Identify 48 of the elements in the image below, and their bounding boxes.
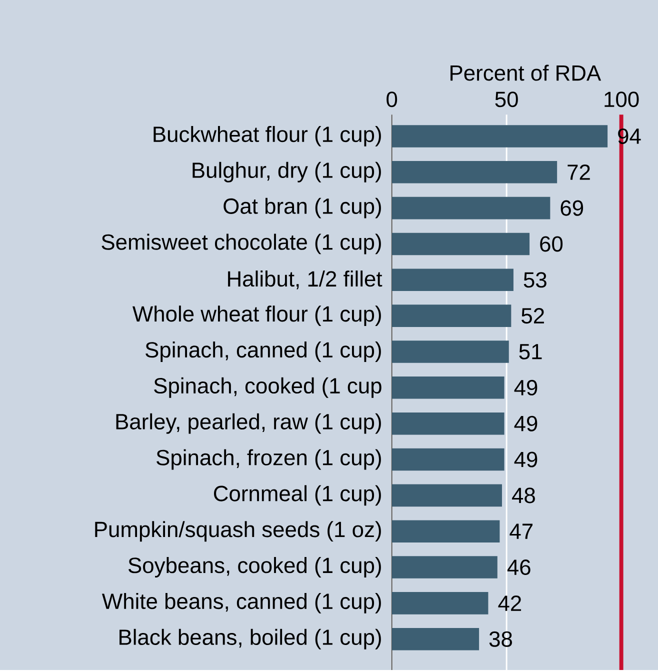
y-tick-label: Semisweet chocolate (1 cup) [102,234,381,254]
data-label: 60 [540,236,563,252]
y-tick-label: Bulghur, dry (1 cup) [192,162,381,182]
bar [392,376,504,399]
data-label: 69 [560,200,584,216]
data-label: 52 [522,308,544,324]
x-tick-label: 0 [386,92,398,108]
bar [392,520,500,542]
bar [392,196,550,220]
y-tick-label: Buckwheat flour (1 cup) [154,126,381,146]
y-tick-label: Cornmeal (1 cup) [214,485,381,506]
bar [392,628,480,650]
data-label: 42 [498,596,522,611]
y-tick-label: Spinach, frozen (1 cup) [156,449,381,470]
y-tick-label: Soybeans, cooked (1 cup) [128,557,381,578]
y-tick-label: Halibut, 1/2 fillet [228,270,382,290]
y-tick-label: Spinach, cooked (1 cup [154,377,382,398]
data-label: 46 [507,560,530,576]
y-tick-label: White beans, canned (1 cup) [102,592,381,614]
data-label: 51 [519,344,542,360]
data-label: 53 [524,272,546,288]
y-tick-label: Oat bran (1 cup) [224,198,381,218]
data-label: 47 [510,524,532,539]
bar [392,412,504,435]
bar [392,484,502,507]
data-label: 49 [514,380,538,396]
bar [392,232,530,256]
y-tick-label: Barley, pearled, raw (1 cup) [116,413,381,434]
data-label: 38 [489,631,512,647]
bar [392,268,514,292]
data-label: 72 [568,164,590,180]
bar [392,161,558,184]
bar [392,340,509,363]
y-tick-label: Black beans, boiled (1 cup) [120,628,381,650]
bar [392,448,504,471]
bar [392,125,608,148]
data-label: 49 [514,416,538,432]
x-axis-title: Percent of RDA [450,64,602,81]
x-tick-label: 100 [604,92,639,108]
y-tick-label: Pumpkin/squash seeds (1 oz) [95,521,381,542]
x-tick-label: 50 [495,92,518,108]
y-tick-label: Whole wheat flour (1 cup) [132,306,381,326]
bar [392,592,488,614]
data-label: 48 [512,488,535,504]
bar [392,304,512,327]
data-label: 49 [514,452,538,468]
y-tick-label: Spinach, canned (1 cup) [146,342,381,362]
bar [392,556,498,578]
